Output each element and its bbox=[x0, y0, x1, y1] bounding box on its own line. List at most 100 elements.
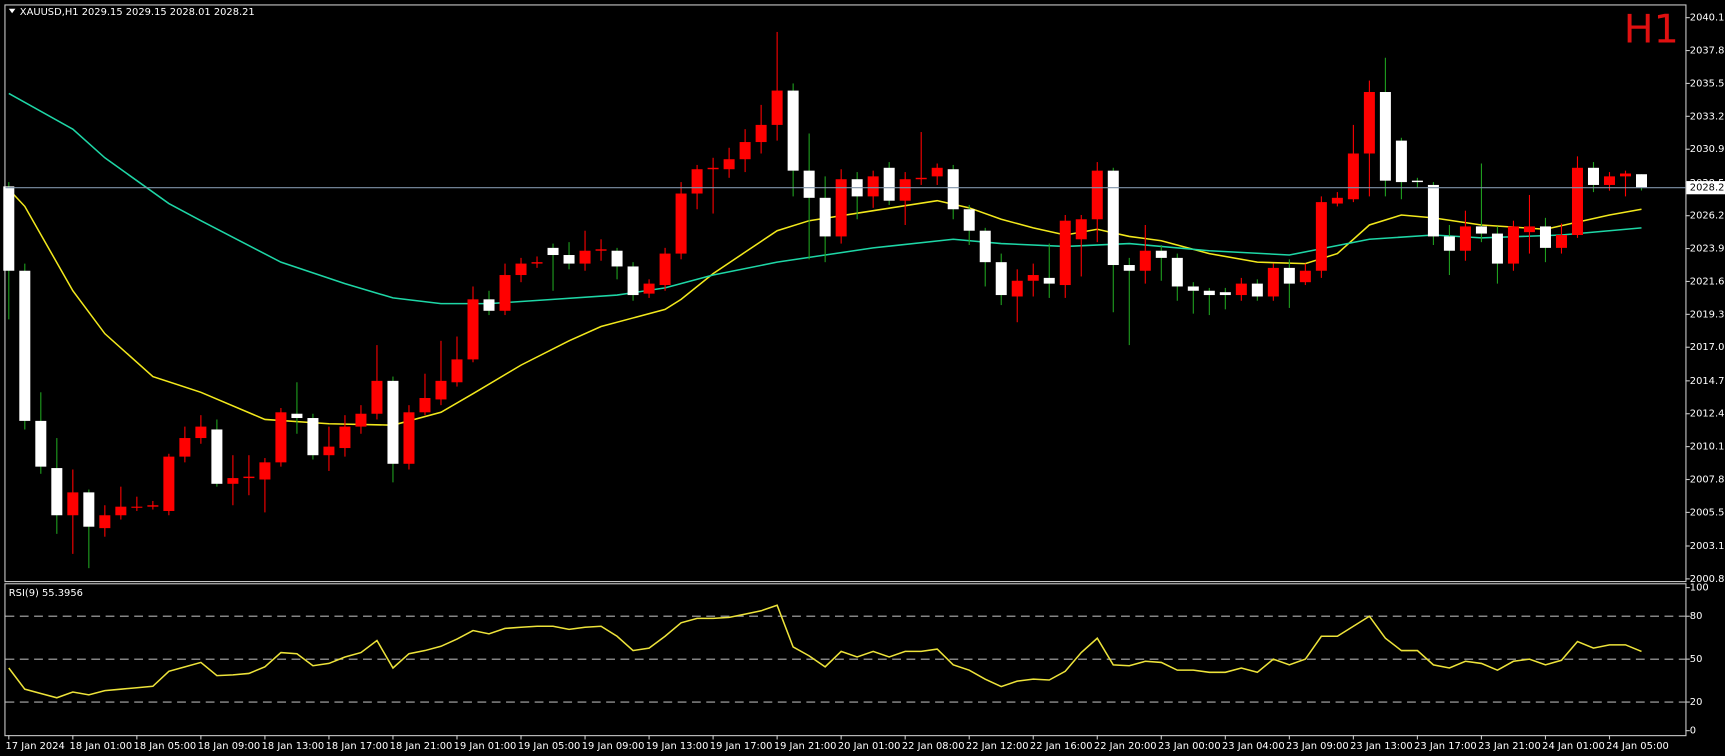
y-tick-label: 100 bbox=[1690, 583, 1709, 594]
candle-body bbox=[579, 250, 591, 264]
x-tick-label: 24 Jan 05:00 bbox=[1606, 741, 1669, 752]
candle-body bbox=[547, 247, 559, 256]
candle-body bbox=[1107, 170, 1119, 266]
last-price-label: 2028.21 bbox=[1690, 183, 1725, 194]
candle-body bbox=[1587, 167, 1599, 185]
candle-body bbox=[675, 193, 687, 254]
y-tick-label: 2005.50 bbox=[1690, 507, 1725, 518]
x-tick-label: 19 Jan 21:00 bbox=[774, 741, 837, 752]
y-tick-label: 2019.35 bbox=[1690, 309, 1725, 320]
candle-body bbox=[995, 262, 1007, 296]
menu-triangle[interactable] bbox=[8, 8, 16, 14]
candle-body bbox=[3, 186, 15, 271]
candle-body bbox=[451, 359, 463, 383]
x-tick-label: 18 Jan 13:00 bbox=[262, 741, 325, 752]
candle-body bbox=[1251, 283, 1263, 297]
y-tick-label: 2010.10 bbox=[1690, 442, 1725, 453]
candle-body bbox=[323, 446, 335, 456]
candle-body bbox=[51, 468, 63, 516]
rsi-panel-frame bbox=[4, 583, 1687, 737]
candle-body bbox=[371, 380, 383, 414]
y-tick-label: 2033.20 bbox=[1690, 111, 1725, 122]
candle-body bbox=[115, 506, 127, 516]
x-tick-label: 18 Jan 05:00 bbox=[134, 741, 197, 752]
candle-body bbox=[1523, 226, 1535, 233]
candle-body bbox=[259, 462, 271, 480]
candle-body bbox=[1139, 250, 1151, 271]
candle-body bbox=[419, 398, 431, 413]
candle-body bbox=[515, 263, 527, 276]
candle-body bbox=[1603, 176, 1615, 185]
candle-body bbox=[883, 167, 895, 201]
x-tick-label: 22 Jan 20:00 bbox=[1094, 741, 1157, 752]
candle-body bbox=[307, 418, 319, 456]
y-tick-label: 2026.25 bbox=[1690, 211, 1725, 222]
candle-body bbox=[1187, 286, 1199, 291]
candle-body bbox=[979, 230, 991, 263]
x-tick-label: 23 Jan 17:00 bbox=[1414, 741, 1477, 752]
candle-body bbox=[963, 209, 975, 231]
candle-body bbox=[899, 179, 911, 201]
candle-body bbox=[99, 515, 111, 529]
y-tick-label: 2007.80 bbox=[1690, 475, 1725, 486]
candle-body bbox=[867, 176, 879, 197]
candle-body bbox=[915, 177, 927, 180]
candle-body bbox=[131, 506, 143, 508]
timeframe-label: H1 bbox=[1624, 6, 1679, 52]
candle-body bbox=[243, 476, 255, 479]
candle-body bbox=[771, 90, 783, 125]
y-tick-label: 20 bbox=[1690, 697, 1703, 708]
x-tick-label: 24 Jan 01:00 bbox=[1542, 741, 1605, 752]
main-panel-frame bbox=[4, 4, 1687, 583]
candle-body bbox=[1043, 277, 1055, 284]
y-tick-label: 2021.65 bbox=[1690, 276, 1725, 287]
candle-body bbox=[1475, 226, 1487, 234]
candle-body bbox=[627, 266, 639, 296]
candle-body bbox=[435, 380, 447, 400]
candle-body bbox=[179, 438, 191, 457]
y-tick-label: 50 bbox=[1690, 654, 1703, 665]
chart-title: XAUUSD,H1 2029.15 2029.15 2028.01 2028.2… bbox=[20, 7, 255, 18]
y-tick-label: 2000.85 bbox=[1690, 574, 1725, 585]
x-tick-label: 18 Jan 17:00 bbox=[326, 741, 389, 752]
candle-body bbox=[1075, 219, 1087, 240]
candle-body bbox=[723, 159, 735, 170]
candle-body bbox=[499, 275, 511, 311]
y-tick-label: 2035.50 bbox=[1690, 78, 1725, 89]
candle-body bbox=[1395, 140, 1407, 183]
y-tick-label: 80 bbox=[1690, 611, 1703, 622]
candle-body bbox=[1299, 270, 1311, 283]
y-tick-label: 2012.40 bbox=[1690, 409, 1725, 420]
candle-body bbox=[755, 124, 767, 143]
candle-body bbox=[19, 270, 31, 421]
candle-body bbox=[1635, 174, 1648, 188]
x-tick-label: 23 Jan 04:00 bbox=[1222, 741, 1285, 752]
candle-body bbox=[563, 255, 575, 264]
candle-body bbox=[339, 426, 351, 449]
candle-body bbox=[931, 167, 943, 177]
candle-body bbox=[1571, 167, 1583, 235]
x-tick-label: 19 Jan 05:00 bbox=[518, 741, 581, 752]
x-tick-label: 23 Jan 00:00 bbox=[1158, 741, 1221, 752]
y-tick-label: 2017.05 bbox=[1690, 342, 1725, 353]
candle-body bbox=[531, 262, 543, 264]
candle-body bbox=[1235, 283, 1247, 296]
candle-body bbox=[483, 299, 495, 311]
x-tick-label: 19 Jan 01:00 bbox=[454, 741, 517, 752]
candle-body bbox=[707, 167, 719, 170]
x-tick-label: 17 Jan 2024 bbox=[6, 741, 65, 752]
y-tick-label: 2040.10 bbox=[1690, 13, 1725, 24]
candle-body bbox=[643, 283, 655, 294]
candle-body bbox=[147, 505, 159, 507]
candle-body bbox=[1315, 202, 1327, 271]
candle-body bbox=[739, 142, 751, 160]
candle-body bbox=[1331, 197, 1343, 204]
candle-body bbox=[1027, 275, 1039, 281]
candle-body bbox=[1507, 226, 1519, 264]
candle-body bbox=[1619, 173, 1631, 177]
candle-body bbox=[1379, 92, 1391, 181]
candle-body bbox=[211, 429, 223, 484]
candle-body bbox=[291, 413, 303, 419]
candle-body bbox=[467, 299, 479, 360]
